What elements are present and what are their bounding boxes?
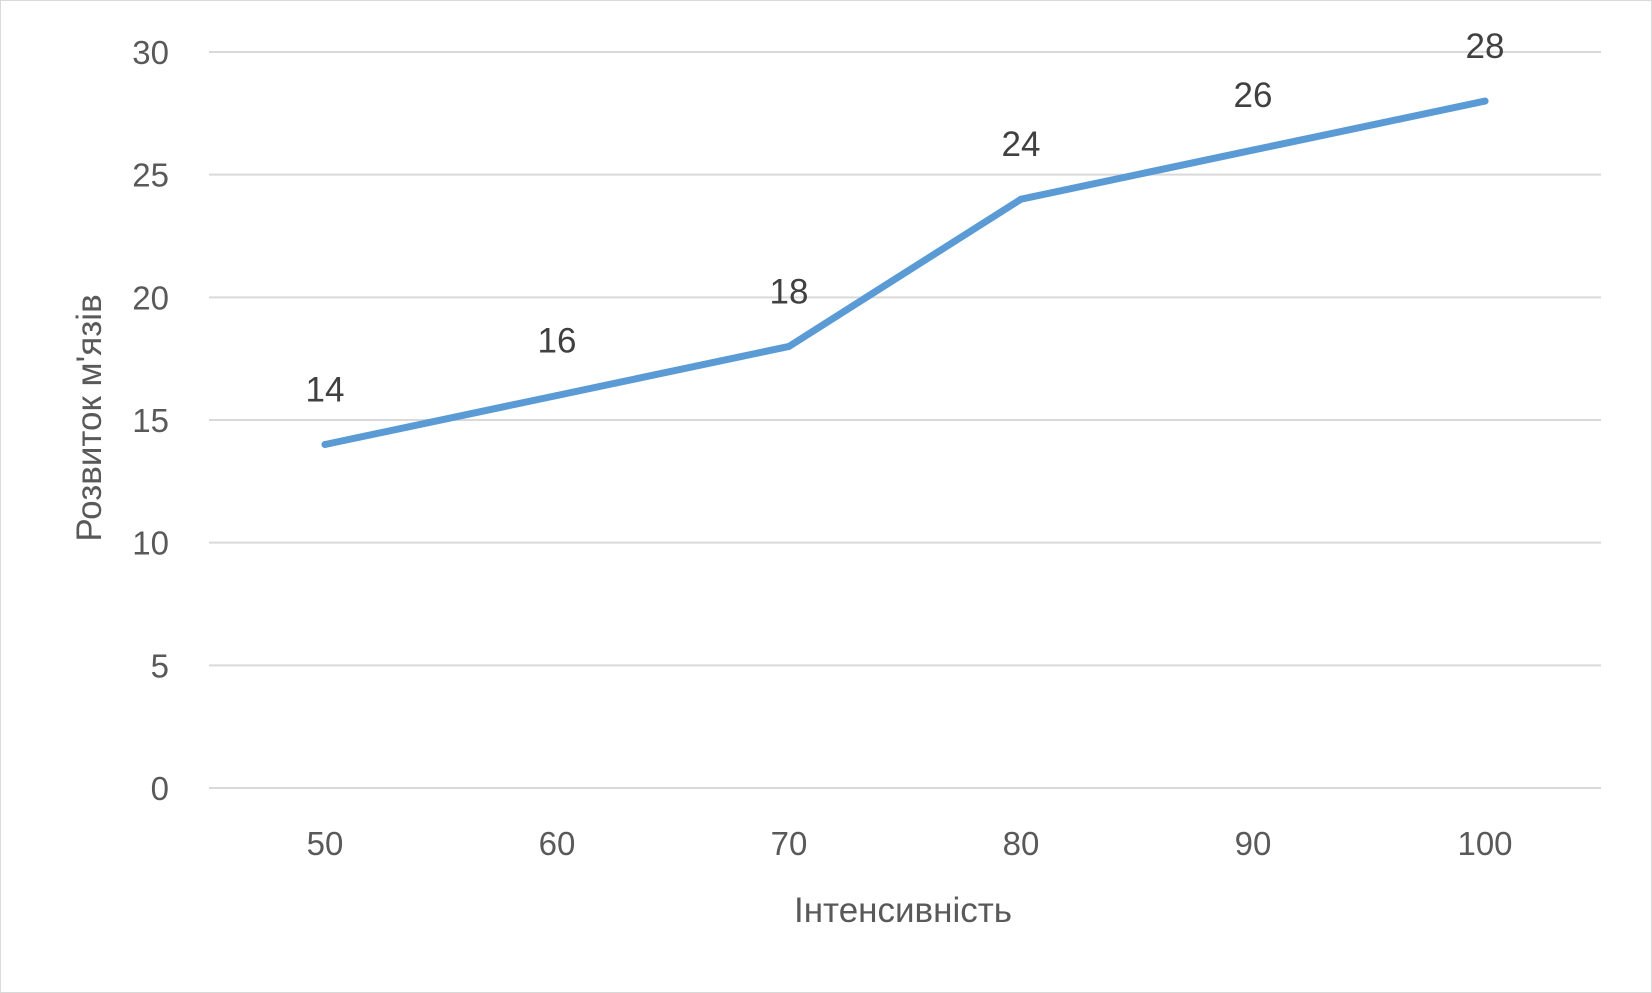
- x-tick-label: 80: [1003, 825, 1040, 862]
- data-point: [1481, 97, 1489, 105]
- y-axis-title: Розвиток м'язів: [70, 294, 109, 541]
- data-label: 14: [306, 371, 345, 410]
- x-tick-label: 90: [1235, 825, 1272, 862]
- x-tick-label: 70: [771, 825, 808, 862]
- data-point: [1017, 195, 1025, 203]
- data-point: [785, 342, 793, 350]
- y-tick-label: 0: [151, 770, 169, 807]
- y-tick-label: 20: [132, 279, 169, 316]
- x-tick-label: 60: [539, 825, 576, 862]
- y-axis-ticks: 0 5 10 15 20 25 30: [132, 34, 169, 807]
- y-tick-label: 30: [132, 34, 169, 71]
- data-point: [1249, 146, 1257, 154]
- x-tick-label: 100: [1457, 825, 1512, 862]
- series-layer: [321, 97, 1489, 449]
- data-label: 26: [1234, 76, 1273, 115]
- data-label: 28: [1466, 27, 1505, 66]
- data-point: [321, 441, 329, 449]
- x-tick-label: 50: [307, 825, 344, 862]
- y-tick-label: 5: [151, 647, 169, 684]
- y-tick-label: 10: [132, 525, 169, 562]
- x-axis-ticks: 50 60 70 80 90 100: [307, 825, 1513, 862]
- y-tick-label: 15: [132, 402, 169, 439]
- x-axis-title: Інтенсивність: [794, 891, 1012, 930]
- y-tick-label: 25: [132, 157, 169, 194]
- data-labels: 14 16 18 24 26 28: [306, 27, 1505, 409]
- data-label: 24: [1002, 125, 1041, 164]
- data-label: 16: [538, 321, 577, 360]
- data-point: [553, 391, 561, 399]
- gridlines: [209, 51, 1601, 789]
- data-label: 18: [770, 272, 809, 311]
- series-line: [321, 97, 1489, 448]
